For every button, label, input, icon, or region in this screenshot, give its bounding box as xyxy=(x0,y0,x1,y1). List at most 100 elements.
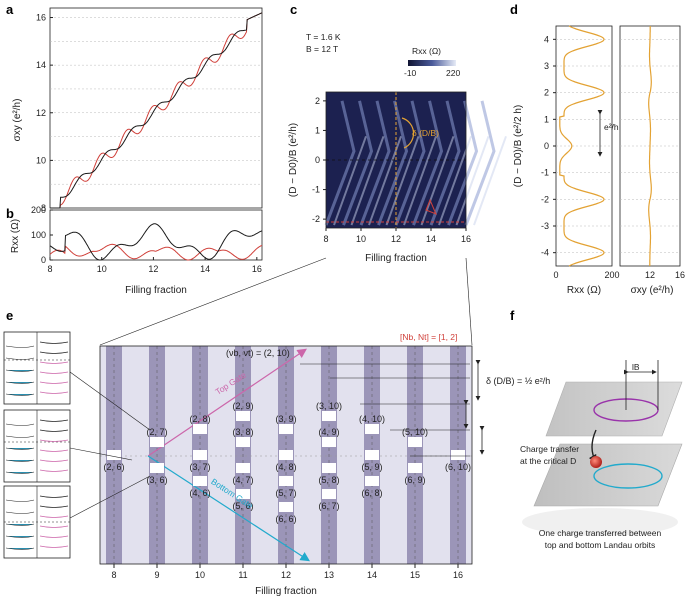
panel-d-ylabel: (D − D0)/B (e²/2 h) xyxy=(513,105,524,188)
panel-e-pair-label: (5, 8) xyxy=(318,475,339,485)
panel-e-xtick-label: 13 xyxy=(324,570,334,580)
panel-e-pair-label: (3, 6) xyxy=(146,475,167,485)
panel-e-pair-label: (3, 7) xyxy=(189,462,210,472)
panel-e-nu-label: (νb, νt) = (2, 10) xyxy=(226,348,290,358)
panel-e-pair-label: (6, 8) xyxy=(361,488,382,498)
landau-level-left xyxy=(5,471,35,474)
panel-e-label: e xyxy=(6,308,13,323)
panel-e-lattice-point xyxy=(150,463,164,473)
landau-level-left xyxy=(5,499,35,502)
panel-e-pair-label: (3, 8) xyxy=(232,427,253,437)
panel-b-xlabel: Filling fraction xyxy=(125,285,187,296)
panel-a-ytick-label: 8 xyxy=(41,203,46,213)
panel-c-ytick-label: 0 xyxy=(315,155,320,165)
landau-level-left xyxy=(5,447,35,450)
panel-e-lattice-point xyxy=(365,450,379,460)
panel-c-ytick-label: -2 xyxy=(312,214,320,224)
panel-c-heat-feature xyxy=(333,136,367,226)
panel-b-ytick-label: 200 xyxy=(31,205,46,215)
landau-level-left xyxy=(5,535,35,538)
panel-e-lattice-point xyxy=(236,411,250,421)
landau-level-left xyxy=(5,369,35,372)
panel-c-heat-feature xyxy=(473,136,507,226)
landau-level-right xyxy=(39,419,69,422)
panel-e-pair-label: (2, 9) xyxy=(232,401,253,411)
panel-e-pair-label: (4, 6) xyxy=(189,488,210,498)
panel-f-lB: lB xyxy=(632,362,640,372)
panel-e-pair-label: (5, 7) xyxy=(275,488,296,498)
zoom-line-left xyxy=(99,257,327,346)
landau-level-left xyxy=(5,381,35,384)
panel-c-heat-feature xyxy=(455,136,490,226)
panel-d-ytick-label: -2 xyxy=(541,194,549,204)
panel-c-xtick-label: 12 xyxy=(391,234,401,244)
panel-c-cbar-max: 220 xyxy=(446,68,460,78)
panel-d-label: d xyxy=(510,2,518,17)
panel-b-series-black xyxy=(49,223,263,261)
panel-e-lattice-point xyxy=(236,463,250,473)
panel-c-label: c xyxy=(290,2,297,17)
panel-e-pair-label: (4, 10) xyxy=(359,414,385,424)
panel-e-lattice-point xyxy=(193,450,207,460)
landau-level-left xyxy=(5,523,35,526)
panel-b-xtick-label: 16 xyxy=(252,264,262,274)
panel-c-heat-feature xyxy=(377,100,409,226)
landau-level-right xyxy=(39,459,69,462)
panel-c-heat-feature xyxy=(447,100,479,226)
landau-level-right xyxy=(39,495,69,498)
panel-b-xtick-label: 8 xyxy=(47,264,52,274)
panel-e-pair-label: (6, 9) xyxy=(404,475,425,485)
panel-e-lattice-point xyxy=(193,476,207,486)
panel-c-cbar-min: -10 xyxy=(404,68,417,78)
panel-d-ytick-label: 1 xyxy=(544,114,549,124)
panel-e-pair-label: (5, 9) xyxy=(361,462,382,472)
panel-e-xtick-label: 12 xyxy=(281,570,291,580)
panel-c-heat-feature xyxy=(412,100,444,226)
panel-d-xtick-right-0: 12 xyxy=(645,270,655,280)
panel-b-xtick-label: 12 xyxy=(148,264,158,274)
panel-f-caption-2: top and bottom Landau orbits xyxy=(545,540,656,550)
panel-e-lattice-point xyxy=(236,489,250,499)
panel-e-pair-label: (2, 8) xyxy=(189,414,210,424)
panel-c-xlabel: Filling fraction xyxy=(365,253,427,264)
panel-c-ytick-label: 2 xyxy=(315,96,320,106)
panel-c-heat-feature xyxy=(394,100,426,226)
landau-level-right xyxy=(39,371,69,374)
panel-e-pair-label: (6, 6) xyxy=(275,514,296,524)
panel-e-lattice-point xyxy=(322,463,336,473)
panel-e-xtick-label: 15 xyxy=(410,570,420,580)
panel-e-lattice-point xyxy=(279,476,293,486)
landau-level-right xyxy=(39,341,69,344)
panel-e-pair-label: (5, 6) xyxy=(232,501,253,511)
panel-b-label: b xyxy=(6,206,14,221)
panel-a-series-black xyxy=(50,12,263,209)
panel-d-ytick-label: 0 xyxy=(544,141,549,151)
panel-b-xtick-label: 14 xyxy=(200,264,210,274)
panel-b-ylabel: Rxx (Ω) xyxy=(10,219,21,253)
panel-d-xtick-right-1: 16 xyxy=(675,270,685,280)
panel-e-plot: (2, 6) (2, 7) (3, 6) (2, 8) (3, 7) (4, 6) (2, … xyxy=(99,345,473,565)
landau-level-left xyxy=(5,423,35,426)
panel-c-temperature: T = 1.6 K xyxy=(306,32,341,42)
landau-level-right xyxy=(39,429,69,432)
panel-e-pair-label: (3, 9) xyxy=(275,414,296,424)
panel-c-field: B = 12 T xyxy=(306,44,338,54)
panel-e-lattice-point xyxy=(193,424,207,434)
panel-c-heat-feature xyxy=(350,136,385,226)
panel-e-lattice-point xyxy=(279,450,293,460)
panel-c-ytick-label: -1 xyxy=(312,185,320,195)
panel-a-ylabel: σxy (e²/h) xyxy=(12,99,23,142)
panel-c-xtick-label: 16 xyxy=(461,234,471,244)
panel-e-lattice-point xyxy=(279,424,293,434)
landau-level-right xyxy=(39,351,69,354)
zoom-line-right xyxy=(465,257,473,346)
panel-e-lattice-point xyxy=(322,437,336,447)
landau-level-right xyxy=(39,449,69,452)
panel-d-xlabel-left: Rxx (Ω) xyxy=(567,285,601,296)
landau-level-right xyxy=(39,391,69,394)
panel-d-ytick-label: -3 xyxy=(541,221,549,231)
panel-e-xtick-label: 9 xyxy=(154,570,159,580)
panel-e-lattice-point xyxy=(107,450,121,460)
panel-e-legend: [Nb, Nt] = [1, 2] xyxy=(400,332,457,342)
bottom-landau-orbit xyxy=(593,463,663,489)
